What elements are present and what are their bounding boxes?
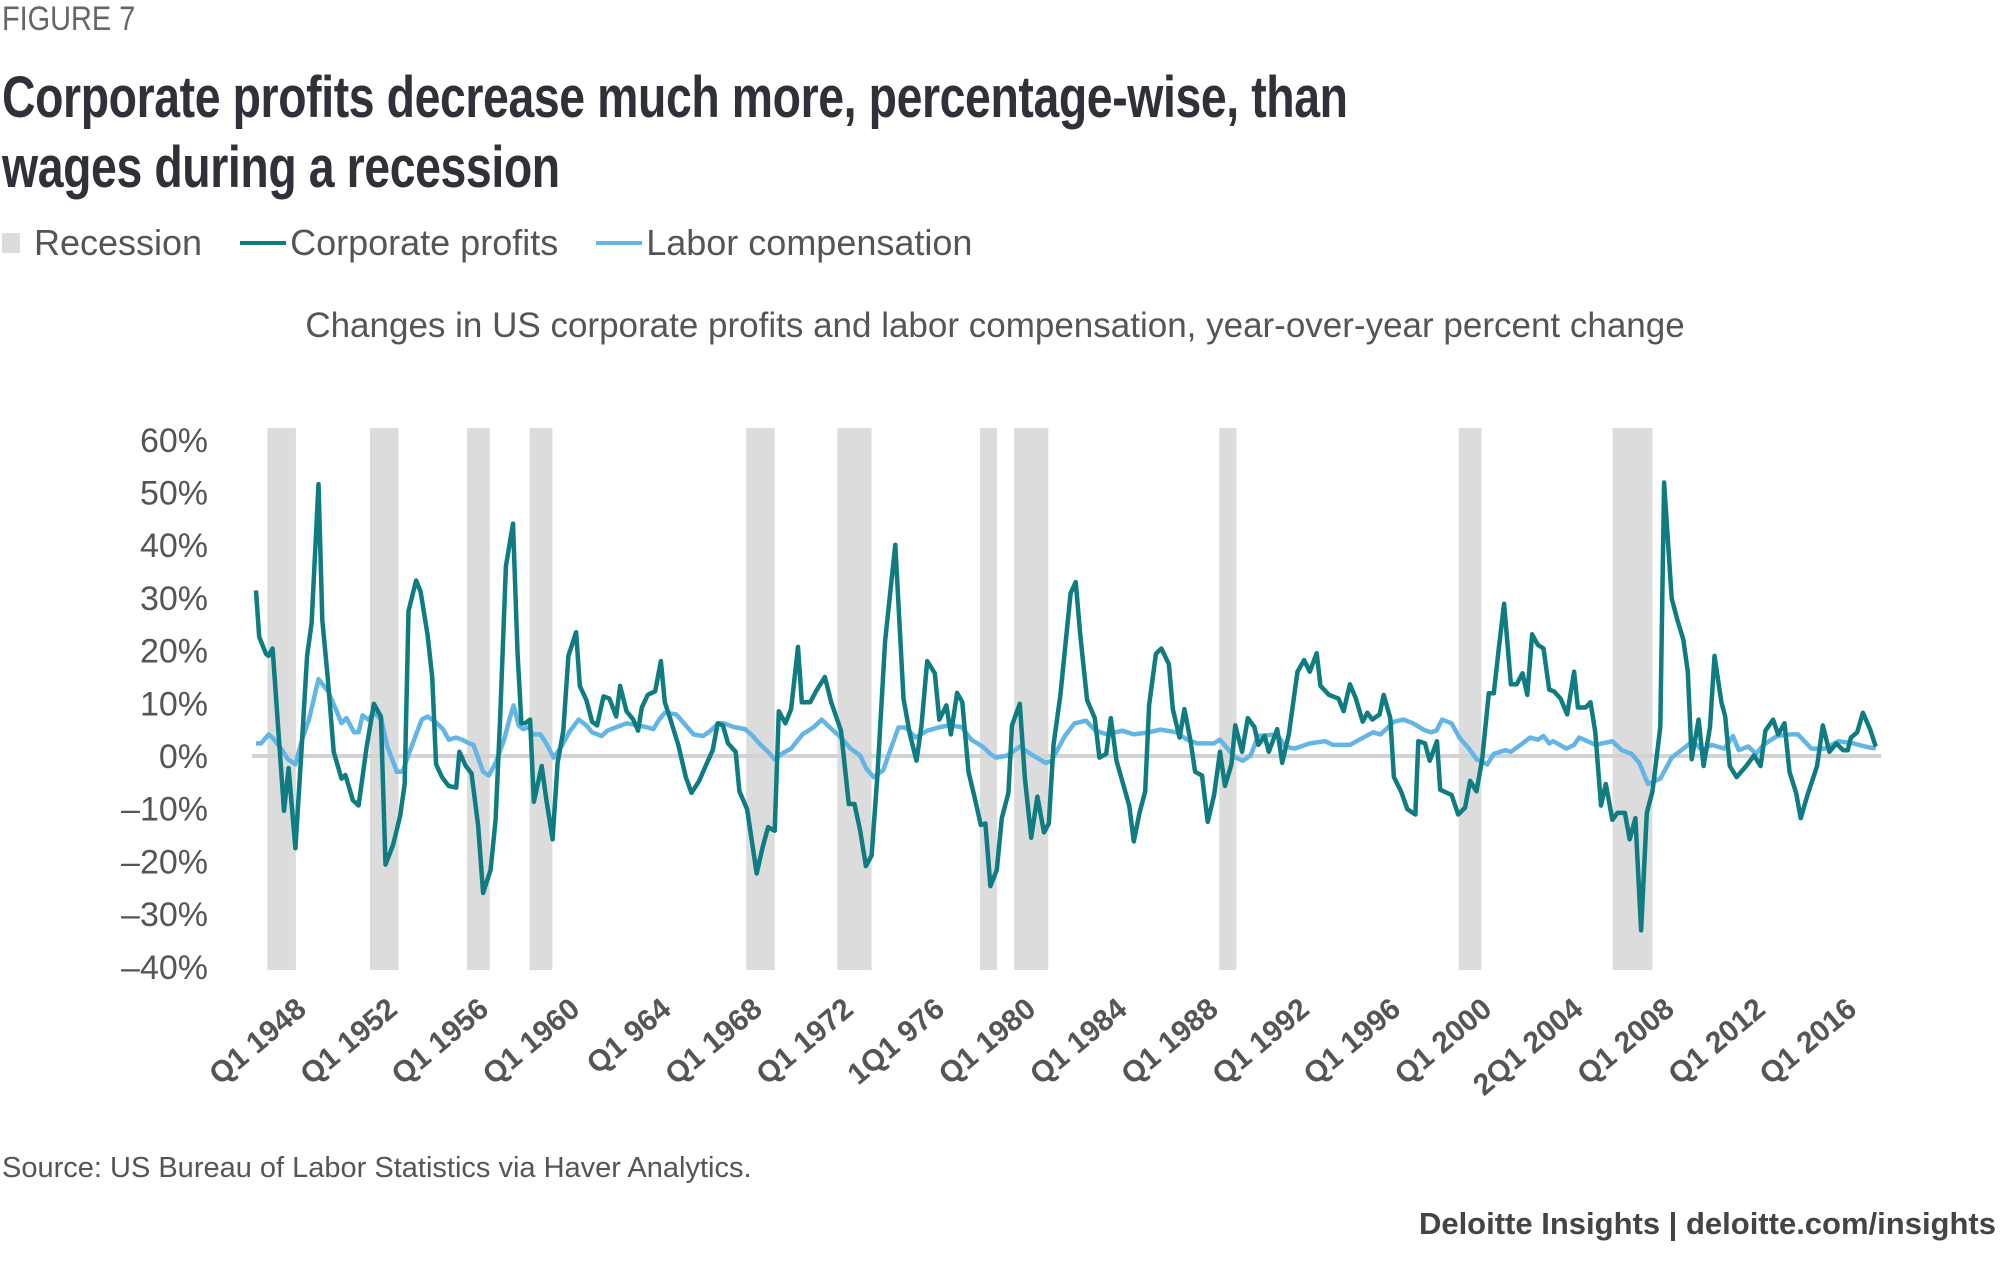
- y-tick-label: 0%: [159, 738, 208, 776]
- footer-credit: Deloitte Insights | deloitte.com/insight…: [1418, 1206, 1996, 1241]
- corporate-profits-line: [253, 480, 1878, 933]
- source-note: Source: US Bureau of Labor Statistics vi…: [2, 1152, 752, 1184]
- chart-title-line-2: wages during a recession: [2, 135, 560, 200]
- y-tick-label: 30%: [140, 580, 208, 618]
- x-tick-label: Q1 1956: [386, 992, 495, 1091]
- x-tick-label: Q1 2008: [1571, 992, 1680, 1091]
- x-tick-label: Q1 1996: [1298, 992, 1407, 1091]
- chart-subtitle: Changes in US corporate profits and labo…: [305, 306, 1685, 345]
- y-tick-label: 40%: [140, 527, 208, 565]
- recession-band: [1219, 428, 1237, 970]
- recession-band: [466, 428, 490, 970]
- legend-label-labor: Labor compensation: [646, 222, 973, 263]
- labor-compensation-line: [256, 676, 1877, 787]
- y-tick-label: –30%: [121, 896, 208, 934]
- recession-band: [370, 428, 399, 970]
- y-tick-label: 50%: [140, 475, 208, 513]
- legend-item-labor: Labor compensation: [596, 222, 972, 264]
- legend-item-recession: Recession: [2, 222, 202, 264]
- x-tick-label: Q1 1984: [1024, 992, 1134, 1091]
- recession-band: [1014, 428, 1049, 970]
- y-tick-label: –10%: [121, 791, 208, 829]
- recession-band: [1612, 428, 1653, 970]
- recession-swatch: [2, 233, 20, 253]
- x-tick-label: Q1 1992: [1206, 992, 1315, 1091]
- legend-label-recession: Recession: [34, 222, 203, 263]
- x-tick-label: Q1 1968: [659, 992, 768, 1091]
- figure-label: FIGURE 7: [2, 0, 136, 38]
- recession-band: [529, 428, 553, 970]
- x-tick-label: Q1 1960: [477, 992, 586, 1091]
- legend: Recession Corporate profits Labor compen…: [2, 222, 1010, 264]
- chart-title-line-1: Corporate profits decrease much more, pe…: [2, 65, 1348, 130]
- recession-band: [267, 428, 296, 970]
- recession-band: [979, 428, 997, 970]
- recession-band: [1458, 428, 1482, 970]
- x-tick-label: Q1 1980: [933, 992, 1042, 1091]
- y-tick-label: 60%: [140, 422, 208, 460]
- legend-item-profits: Corporate profits: [240, 222, 558, 264]
- x-tick-label: Q1 1972: [750, 992, 859, 1091]
- legend-label-profits: Corporate profits: [290, 222, 559, 263]
- profits-swatch: [240, 241, 287, 245]
- y-tick-label: 20%: [140, 633, 208, 671]
- x-tick-label: Q1 1988: [1115, 992, 1224, 1091]
- labor-swatch: [596, 241, 643, 245]
- x-tick-label: Q1 1948: [203, 992, 312, 1091]
- x-tick-label: Q1 2016: [1754, 992, 1863, 1091]
- x-tick-label: Q1 1952: [294, 992, 403, 1091]
- recession-band: [746, 428, 775, 970]
- y-axis-ticks: 60% 50% 40% 30% 20% 10% 0% –10% –20% –30% –40%: [121, 422, 208, 987]
- recession-bands: [267, 428, 1653, 970]
- y-tick-label: 10%: [140, 685, 208, 723]
- x-tick-label: Q1 2012: [1662, 992, 1771, 1091]
- x-tick-label: 1Q1 976: [842, 992, 951, 1091]
- y-tick-label: –40%: [121, 949, 208, 987]
- y-tick-label: –20%: [121, 843, 208, 881]
- series-lines: [253, 480, 1878, 933]
- recession-band: [837, 428, 872, 970]
